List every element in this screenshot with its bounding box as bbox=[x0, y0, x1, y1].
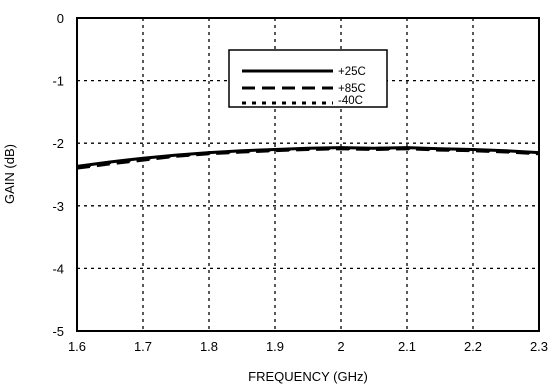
x-tick-label: 2.2 bbox=[464, 339, 482, 354]
plot-frame bbox=[76, 17, 540, 332]
legend-label-85c: +85C bbox=[338, 83, 366, 95]
y-tick-label: -2 bbox=[52, 136, 64, 151]
x-tick-label: 1.7 bbox=[134, 339, 152, 354]
y-tick-label: -3 bbox=[52, 199, 64, 214]
y-tick-label: 0 bbox=[57, 11, 64, 26]
x-tick-label: 1.6 bbox=[68, 339, 86, 354]
series-lines bbox=[76, 146, 540, 170]
series-line-1 bbox=[76, 147, 540, 170]
y-axis-title: GAIN (dB) bbox=[2, 144, 17, 204]
legend-box bbox=[228, 49, 388, 108]
x-tick-label: 1.9 bbox=[266, 339, 284, 354]
y-tick-label: -5 bbox=[52, 324, 64, 339]
x-tick-label: 1.8 bbox=[200, 339, 218, 354]
y-tick-labels: 0 -1 -2 -3 -4 -5 bbox=[52, 11, 64, 339]
x-tick-labels: 1.6 1.7 1.8 1.9 2 2.1 2.2 2.3 bbox=[68, 339, 548, 354]
legend: +25C +85C -40C bbox=[228, 49, 388, 108]
y-tick-label: -1 bbox=[52, 74, 64, 89]
x-axis-title: FREQUENCY (GHz) bbox=[248, 369, 368, 384]
x-tick-label: 2 bbox=[337, 339, 344, 354]
series-line-2 bbox=[76, 146, 540, 169]
x-tick-label: 2.1 bbox=[398, 339, 416, 354]
x-tick-label: 2.3 bbox=[530, 339, 548, 354]
y-tick-label: -4 bbox=[52, 261, 64, 276]
legend-label-25c: +25C bbox=[338, 66, 366, 78]
legend-label-m40c: -40C bbox=[338, 95, 363, 107]
